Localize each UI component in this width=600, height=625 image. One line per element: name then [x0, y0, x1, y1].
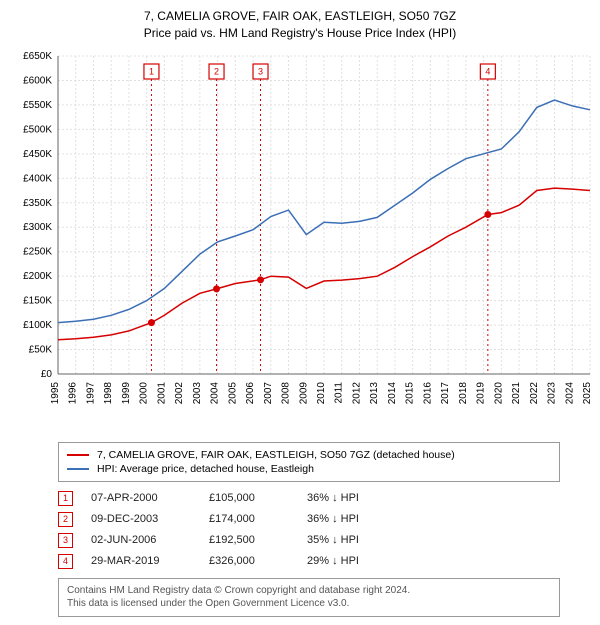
- event-date: 09-DEC-2003: [91, 513, 191, 525]
- x-tick-label: 2020: [493, 381, 504, 404]
- title-line-2: Price paid vs. HM Land Registry's House …: [10, 25, 590, 42]
- x-tick-label: 1997: [85, 381, 96, 404]
- event-marker-number: 3: [258, 66, 263, 76]
- event-row: 1 07-APR-2000 £105,000 36% ↓ HPI: [58, 488, 560, 509]
- event-hpi-diff: 36% ↓ HPI: [307, 513, 359, 525]
- line-chart-svg: £0 £50K £100K £150K £200K £250K £300K £350K £400…: [0, 46, 600, 436]
- x-tick-label: 2010: [316, 381, 327, 404]
- sale-point-dot: [148, 319, 155, 326]
- y-tick-label: £450K: [23, 148, 52, 159]
- event-date: 07-APR-2000: [91, 492, 191, 504]
- y-tick-label: £650K: [23, 51, 52, 62]
- y-tick-label: £50K: [29, 344, 53, 355]
- event-row: 4 29-MAR-2019 £326,000 29% ↓ HPI: [58, 551, 560, 572]
- x-tick-label: 1995: [50, 381, 61, 404]
- x-tick-label: 2017: [440, 381, 451, 404]
- y-tick-label: £100K: [23, 320, 52, 331]
- x-tick-label: 2022: [529, 381, 540, 404]
- event-marker-number: 1: [149, 66, 154, 76]
- x-tick-label: 2023: [547, 381, 558, 404]
- x-tick-label: 2005: [227, 381, 238, 404]
- x-tick-label: 2025: [582, 381, 593, 404]
- y-tick-label: £400K: [23, 173, 52, 184]
- footer-line-1: Contains HM Land Registry data © Crown c…: [67, 584, 551, 598]
- legend-item: HPI: Average price, detached house, East…: [67, 462, 551, 476]
- event-marker-number: 4: [485, 66, 490, 76]
- x-tick-label: 2011: [334, 381, 345, 403]
- x-tick-label: 2012: [351, 381, 362, 404]
- footer-line-2: This data is licensed under the Open Gov…: [67, 597, 551, 611]
- x-tick-label: 2015: [405, 381, 416, 404]
- x-tick-label: 2018: [458, 381, 469, 404]
- x-tick-label: 2006: [245, 381, 256, 404]
- x-tick-label: 2003: [192, 381, 203, 404]
- event-row-marker: 3: [58, 533, 73, 548]
- title-line-1: 7, CAMELIA GROVE, FAIR OAK, EASTLEIGH, S…: [10, 8, 590, 25]
- legend: 7, CAMELIA GROVE, FAIR OAK, EASTLEIGH, S…: [58, 442, 560, 482]
- event-row-marker: 4: [58, 554, 73, 569]
- y-tick-label: £250K: [23, 246, 52, 257]
- event-hpi-diff: 36% ↓ HPI: [307, 492, 359, 504]
- attribution-footer: Contains HM Land Registry data © Crown c…: [58, 578, 560, 617]
- x-tick-label: 2016: [422, 381, 433, 404]
- event-row-marker: 1: [58, 491, 73, 506]
- x-tick-label: 1999: [121, 381, 132, 404]
- event-date: 29-MAR-2019: [91, 555, 191, 567]
- y-tick-label: £0: [41, 369, 53, 380]
- x-tick-label: 2021: [511, 381, 522, 404]
- event-row: 2 09-DEC-2003 £174,000 36% ↓ HPI: [58, 509, 560, 530]
- event-row-marker: 2: [58, 512, 73, 527]
- event-marker-number: 2: [214, 66, 219, 76]
- event-price: £105,000: [209, 492, 289, 504]
- x-tick-label: 2007: [263, 381, 274, 404]
- x-tick-label: 2013: [369, 381, 380, 404]
- event-hpi-diff: 35% ↓ HPI: [307, 534, 359, 546]
- event-price: £174,000: [209, 513, 289, 525]
- x-tick-label: 2001: [156, 381, 167, 404]
- y-tick-label: £500K: [23, 124, 52, 135]
- x-tick-label: 1998: [103, 381, 114, 404]
- y-tick-label: £350K: [23, 197, 52, 208]
- legend-swatch: [67, 468, 89, 470]
- event-row: 3 02-JUN-2006 £192,500 35% ↓ HPI: [58, 530, 560, 551]
- y-tick-label: £550K: [23, 100, 52, 111]
- page-root: 7, CAMELIA GROVE, FAIR OAK, EASTLEIGH, S…: [0, 0, 600, 617]
- x-tick-label: 2008: [281, 381, 292, 404]
- y-tick-label: £600K: [23, 75, 52, 86]
- x-tick-label: 2002: [174, 381, 185, 404]
- event-date: 02-JUN-2006: [91, 534, 191, 546]
- event-price: £192,500: [209, 534, 289, 546]
- chart-area: £0 £50K £100K £150K £200K £250K £300K £350K £400…: [0, 46, 600, 436]
- y-tick-label: £300K: [23, 222, 52, 233]
- legend-swatch: [67, 454, 89, 456]
- x-tick-label: 2014: [387, 381, 398, 404]
- y-tick-label: £150K: [23, 295, 52, 306]
- legend-label: 7, CAMELIA GROVE, FAIR OAK, EASTLEIGH, S…: [97, 449, 455, 461]
- sale-events-table: 1 07-APR-2000 £105,000 36% ↓ HPI 2 09-DEC-200…: [58, 488, 560, 572]
- chart-title-block: 7, CAMELIA GROVE, FAIR OAK, EASTLEIGH, S…: [0, 0, 600, 46]
- event-hpi-diff: 29% ↓ HPI: [307, 555, 359, 567]
- x-tick-label: 1996: [68, 381, 79, 404]
- x-tick-label: 2004: [210, 381, 221, 404]
- x-tick-label: 2019: [476, 381, 487, 404]
- x-tick-label: 2024: [564, 381, 575, 404]
- x-tick-label: 2009: [298, 381, 309, 404]
- sale-point-dot: [213, 285, 220, 292]
- sale-point-dot: [484, 211, 491, 218]
- x-tick-label: 2000: [139, 381, 150, 404]
- y-tick-label: £200K: [23, 271, 52, 282]
- legend-item: 7, CAMELIA GROVE, FAIR OAK, EASTLEIGH, S…: [67, 448, 551, 462]
- event-price: £326,000: [209, 555, 289, 567]
- sale-point-dot: [257, 276, 264, 283]
- legend-label: HPI: Average price, detached house, East…: [97, 463, 314, 475]
